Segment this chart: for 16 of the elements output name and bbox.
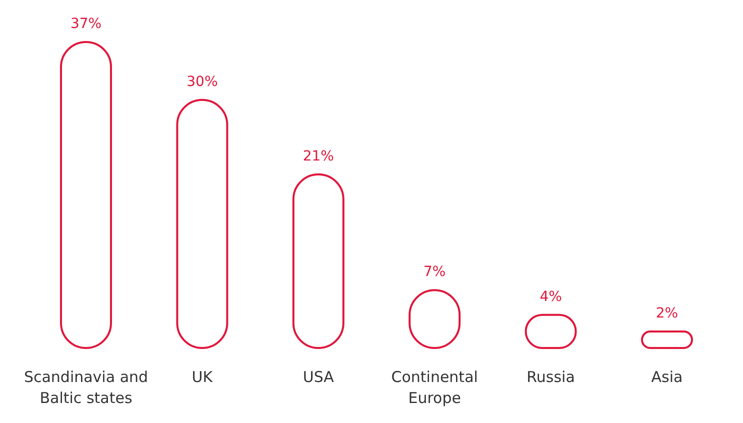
- x-tick-label: Russia: [526, 368, 575, 386]
- bar: [641, 330, 693, 349]
- data-label: 4%: [540, 288, 562, 305]
- x-tick-label: Asia: [651, 368, 683, 386]
- data-label: 21%: [302, 148, 334, 164]
- x-tick-label: USA: [302, 368, 335, 386]
- x-tick-label: Scandinavia and Baltic states: [24, 368, 148, 407]
- data-label: 7%: [423, 264, 446, 280]
- bar: [60, 41, 112, 349]
- x-tick-label: UK: [192, 368, 214, 386]
- x-tick-label: Continental Europe: [391, 368, 478, 407]
- data-label: 2%: [656, 305, 678, 322]
- bar: [176, 98, 228, 349]
- data-label: 30%: [186, 74, 218, 90]
- bar: [292, 173, 344, 349]
- data-label: 37%: [70, 16, 102, 32]
